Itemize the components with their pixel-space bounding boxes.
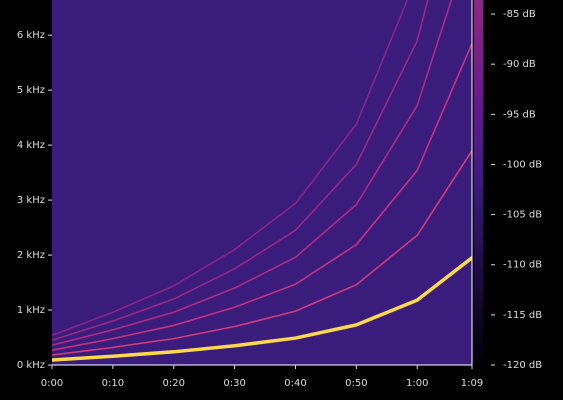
x-tick-label: 0:30 (223, 378, 245, 389)
x-tick-label: 0:40 (284, 378, 306, 389)
y-tick-label: 5 kHz (17, 85, 45, 96)
y-tick-label: 6 kHz (17, 30, 45, 41)
plot-area (52, 0, 472, 362)
colorbar-tick-label: -90 dB (503, 59, 536, 70)
colorbar-tick-label: -95 dB (503, 109, 536, 120)
harmonic-line (52, 42, 472, 351)
y-tick-label: 2 kHz (17, 250, 45, 261)
y-tick-label: 3 kHz (17, 195, 45, 206)
colorbar-tick-label: -115 dB (503, 310, 542, 321)
x-tick-label: 1:00 (406, 378, 428, 389)
harmonic-line (52, 0, 429, 342)
y-tick-label: 1 kHz (17, 305, 45, 316)
x-tick-label: 0:10 (102, 378, 124, 389)
x-tick-label: 0:50 (345, 378, 367, 389)
x-tick-label: 1:09 (461, 378, 483, 389)
colorbar-tick-label: -110 dB (503, 260, 542, 271)
harmonic-line (52, 0, 409, 337)
colorbar (474, 0, 483, 365)
y-tick-label: 0 kHz (17, 360, 45, 371)
colorbar-tick-label: -100 dB (503, 159, 542, 170)
x-tick-label: 0:00 (41, 378, 63, 389)
colorbar-tick-label: -105 dB (503, 210, 542, 221)
colorbar-tick-label: -120 dB (503, 360, 542, 371)
colorbar-tick-label: -85 dB (503, 9, 536, 20)
harmonic-line (52, 149, 472, 356)
x-tick-label: 0:20 (163, 378, 185, 389)
y-tick-label: 4 kHz (17, 140, 45, 151)
plot-background (52, 0, 472, 365)
harmonic-line (52, 0, 453, 347)
fundamental-line (52, 256, 472, 362)
